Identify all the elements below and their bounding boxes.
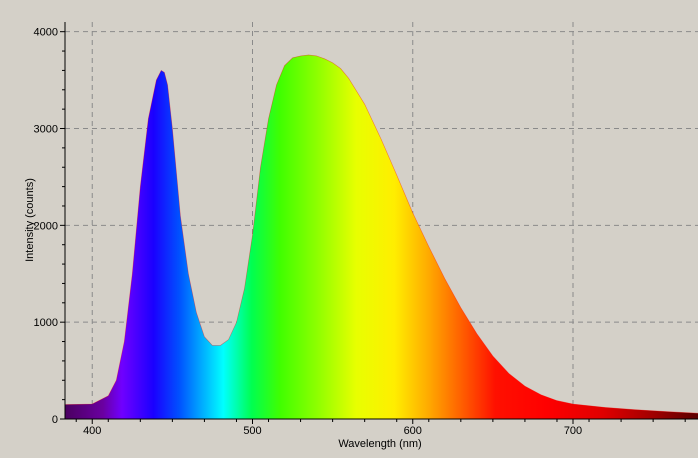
x-tick-label: 500 bbox=[243, 425, 261, 437]
y-tick-label: 1000 bbox=[34, 317, 58, 329]
y-tick-label: 3000 bbox=[34, 124, 58, 136]
axes: 0 1000 2000 3000 4000 400 500 600 700 bbox=[34, 22, 698, 437]
y-tick-label: 2000 bbox=[34, 220, 58, 232]
y-tick-label: 0 bbox=[52, 414, 58, 426]
x-tick-label: 700 bbox=[564, 425, 582, 437]
spectrum-area bbox=[65, 54, 698, 419]
y-tick-label: 4000 bbox=[34, 27, 58, 39]
x-axis-label: Wavelength (nm) bbox=[338, 438, 421, 450]
y-axis-label: Intensity (counts) bbox=[24, 178, 36, 262]
x-tick-label: 600 bbox=[404, 425, 422, 437]
spectrum-outline bbox=[65, 54, 698, 414]
x-tick-label: 400 bbox=[83, 425, 101, 437]
